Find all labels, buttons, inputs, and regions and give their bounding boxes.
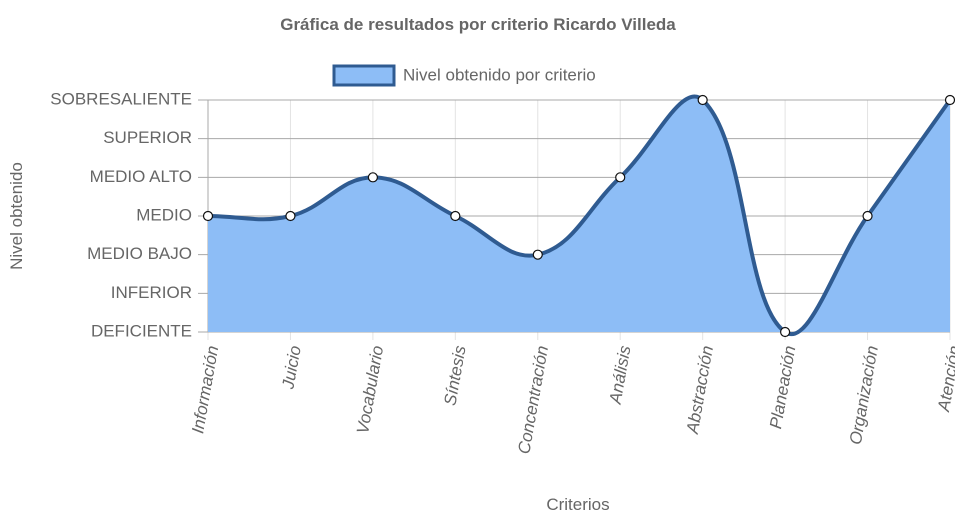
- x-tick-label: Vocabulario: [353, 344, 387, 435]
- x-tick-label: Abstracción: [683, 344, 717, 436]
- x-tick-label: Análisis: [606, 344, 635, 406]
- x-tick-label: Planeación: [766, 344, 799, 430]
- x-tick-label: Atención: [934, 344, 955, 413]
- point: [450, 210, 461, 222]
- legend-label: Nivel obtenido por criterio: [403, 65, 596, 84]
- y-tick-label: MEDIO: [136, 205, 192, 224]
- y-tick-label: SUPERIOR: [103, 128, 192, 147]
- y-axis-title: Nivel obtenido: [7, 162, 26, 270]
- y-tick-label: DEFICIENTE: [91, 321, 192, 340]
- point: [532, 249, 543, 260]
- y-tick-label: MEDIO BAJO: [87, 244, 192, 263]
- x-tick-label: Información: [188, 344, 222, 435]
- point: [697, 94, 708, 106]
- point: [944, 94, 955, 106]
- legend-swatch: [332, 64, 396, 87]
- x-axis-title: Criterios: [546, 495, 609, 514]
- point: [367, 172, 378, 183]
- point: [780, 326, 791, 338]
- x-tick-label: Concentración: [514, 344, 552, 455]
- point: [862, 210, 873, 222]
- x-tick-label: Organización: [846, 344, 882, 446]
- point: [202, 210, 214, 222]
- y-tick-label: INFERIOR: [111, 283, 192, 302]
- x-tick-label: Juicio: [278, 344, 304, 391]
- y-tick-label: MEDIO ALTO: [90, 167, 192, 186]
- chart-title: Gráfica de resultados por criterio Ricar…: [280, 15, 676, 34]
- point: [615, 172, 626, 183]
- point: [285, 210, 296, 222]
- x-tick-label: Síntesis: [440, 344, 469, 407]
- y-tick-label: SOBRESALIENTE: [50, 89, 192, 108]
- area: [208, 96, 950, 335]
